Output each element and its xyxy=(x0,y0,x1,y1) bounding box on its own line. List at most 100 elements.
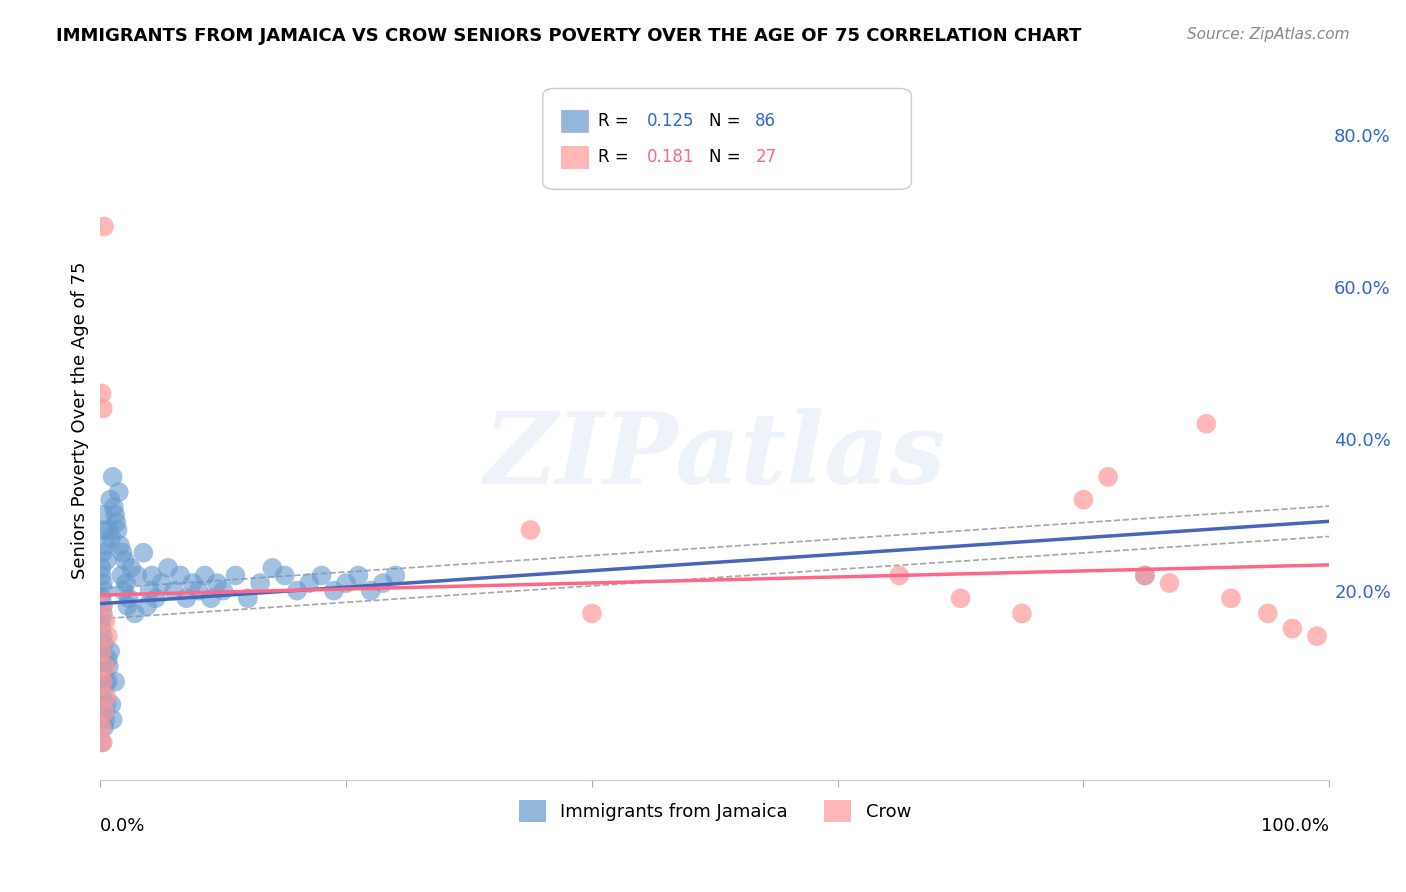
Crow xyxy=(581,607,603,621)
Immigrants from Jamaica xyxy=(90,735,112,749)
Immigrants from Jamaica xyxy=(104,508,127,522)
Immigrants from Jamaica xyxy=(97,659,120,673)
Immigrants from Jamaica xyxy=(371,576,394,591)
Immigrants from Jamaica xyxy=(163,583,186,598)
Immigrants from Jamaica xyxy=(108,538,131,552)
Immigrants from Jamaica xyxy=(90,644,112,658)
Immigrants from Jamaica xyxy=(1133,568,1156,582)
Immigrants from Jamaica xyxy=(93,682,115,697)
Crow xyxy=(97,629,120,643)
Text: 0.181: 0.181 xyxy=(647,148,695,166)
Immigrants from Jamaica xyxy=(90,622,112,636)
Immigrants from Jamaica xyxy=(236,591,259,606)
Immigrants from Jamaica xyxy=(105,516,128,530)
Crow xyxy=(1281,622,1303,636)
Immigrants from Jamaica xyxy=(298,576,321,591)
Crow xyxy=(91,735,114,749)
Immigrants from Jamaica xyxy=(107,485,129,500)
Bar xyxy=(561,110,588,132)
Immigrants from Jamaica xyxy=(112,583,135,598)
Crow xyxy=(90,644,112,658)
Text: Source: ZipAtlas.com: Source: ZipAtlas.com xyxy=(1187,27,1350,42)
Immigrants from Jamaica xyxy=(194,568,217,582)
Immigrants from Jamaica xyxy=(91,629,114,643)
Immigrants from Jamaica xyxy=(90,561,112,575)
Text: 0.125: 0.125 xyxy=(647,112,695,130)
Text: 100.0%: 100.0% xyxy=(1261,817,1329,835)
Immigrants from Jamaica xyxy=(90,591,112,606)
Text: R =: R = xyxy=(598,148,634,166)
Crow xyxy=(1011,607,1033,621)
Text: 0.0%: 0.0% xyxy=(100,817,146,835)
Immigrants from Jamaica xyxy=(93,659,115,673)
Immigrants from Jamaica xyxy=(132,546,155,560)
Immigrants from Jamaica xyxy=(169,568,191,582)
Immigrants from Jamaica xyxy=(97,652,120,666)
Immigrants from Jamaica xyxy=(136,599,159,613)
Immigrants from Jamaica xyxy=(91,607,114,621)
Immigrants from Jamaica xyxy=(138,583,160,598)
Immigrants from Jamaica xyxy=(127,568,149,582)
Crow xyxy=(94,614,117,628)
Immigrants from Jamaica xyxy=(262,561,284,575)
Immigrants from Jamaica xyxy=(150,576,173,591)
Crow xyxy=(96,690,118,704)
Crow xyxy=(1306,629,1329,643)
Y-axis label: Seniors Poverty Over the Age of 75: Seniors Poverty Over the Age of 75 xyxy=(72,261,89,579)
Immigrants from Jamaica xyxy=(98,492,121,507)
Crow xyxy=(91,674,114,689)
Immigrants from Jamaica xyxy=(103,500,125,515)
Immigrants from Jamaica xyxy=(212,583,235,598)
Immigrants from Jamaica xyxy=(384,568,406,582)
Immigrants from Jamaica xyxy=(94,538,117,552)
Text: ZIPatlas: ZIPatlas xyxy=(484,408,946,504)
Crow xyxy=(1159,576,1181,591)
Crow xyxy=(90,386,112,401)
Immigrants from Jamaica xyxy=(97,674,120,689)
Crow xyxy=(1097,470,1119,484)
Immigrants from Jamaica xyxy=(90,568,112,582)
Crow xyxy=(1219,591,1241,606)
Immigrants from Jamaica xyxy=(94,674,117,689)
Crow xyxy=(91,599,114,613)
Immigrants from Jamaica xyxy=(91,576,114,591)
Immigrants from Jamaica xyxy=(90,690,112,704)
Immigrants from Jamaica xyxy=(90,614,112,628)
Immigrants from Jamaica xyxy=(124,607,146,621)
Immigrants from Jamaica xyxy=(111,546,134,560)
Immigrants from Jamaica xyxy=(110,568,132,582)
Crow xyxy=(1133,568,1156,582)
Immigrants from Jamaica xyxy=(347,568,370,582)
Immigrants from Jamaica xyxy=(91,546,114,560)
Immigrants from Jamaica xyxy=(249,576,271,591)
Crow xyxy=(91,401,114,416)
Immigrants from Jamaica xyxy=(104,674,127,689)
Text: IMMIGRANTS FROM JAMAICA VS CROW SENIORS POVERTY OVER THE AGE OF 75 CORRELATION C: IMMIGRANTS FROM JAMAICA VS CROW SENIORS … xyxy=(56,27,1081,45)
Immigrants from Jamaica xyxy=(100,698,122,712)
Crow xyxy=(93,219,115,234)
Text: N =: N = xyxy=(709,112,745,130)
Immigrants from Jamaica xyxy=(187,583,209,598)
Immigrants from Jamaica xyxy=(115,576,138,591)
Crow xyxy=(90,720,112,734)
Immigrants from Jamaica xyxy=(311,568,333,582)
Immigrants from Jamaica xyxy=(273,568,295,582)
Immigrants from Jamaica xyxy=(117,591,139,606)
Immigrants from Jamaica xyxy=(96,553,118,567)
Immigrants from Jamaica xyxy=(285,583,308,598)
Immigrants from Jamaica xyxy=(93,637,115,651)
Immigrants from Jamaica xyxy=(205,576,228,591)
Immigrants from Jamaica xyxy=(141,568,163,582)
Immigrants from Jamaica xyxy=(360,583,382,598)
Immigrants from Jamaica xyxy=(93,720,115,734)
Bar xyxy=(561,146,588,168)
FancyBboxPatch shape xyxy=(543,88,911,189)
Immigrants from Jamaica xyxy=(107,523,129,537)
Immigrants from Jamaica xyxy=(91,508,114,522)
Crow xyxy=(1195,417,1218,431)
Immigrants from Jamaica xyxy=(93,583,115,598)
Immigrants from Jamaica xyxy=(101,713,124,727)
Crow xyxy=(94,659,117,673)
Immigrants from Jamaica xyxy=(114,553,136,567)
Immigrants from Jamaica xyxy=(96,698,118,712)
